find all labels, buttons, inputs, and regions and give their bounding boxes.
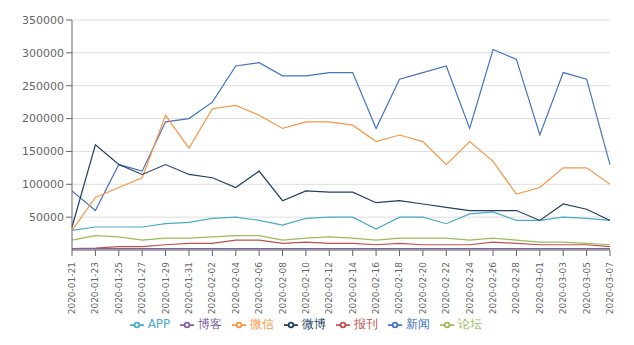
svg-text:2020-03-07: 2020-03-07: [605, 262, 615, 314]
svg-text:2020-03-03: 2020-03-03: [558, 262, 568, 314]
svg-text:2020-02-02: 2020-02-02: [207, 262, 217, 314]
svg-text:2020-01-29: 2020-01-29: [161, 262, 171, 315]
html-text:微信: 微信: [250, 317, 275, 331]
svg-text:150000: 150000: [22, 145, 64, 158]
svg-text:2020-02-14: 2020-02-14: [348, 262, 358, 315]
svg-text:200000: 200000: [22, 112, 64, 125]
svg-text:2020-02-18: 2020-02-18: [394, 262, 404, 315]
html-text:论坛: 论坛: [458, 317, 483, 331]
svg-text:100000: 100000: [22, 178, 64, 191]
svg-text:2020-02-28: 2020-02-28: [511, 262, 521, 315]
html-text:报刊: 报刊: [354, 317, 379, 331]
svg-text:300000: 300000: [22, 47, 64, 60]
html-text:APP: APP: [147, 317, 171, 331]
svg-text:250000: 250000: [22, 80, 64, 93]
svg-text:2020-02-08: 2020-02-08: [278, 262, 288, 315]
html-text:博客: 博客: [198, 317, 223, 331]
svg-text:50000: 50000: [29, 211, 64, 224]
svg-text:2020-02-24: 2020-02-24: [465, 262, 475, 315]
svg-text:2020-01-31: 2020-01-31: [184, 262, 194, 314]
svg-text:2020-03-05: 2020-03-05: [582, 262, 592, 314]
svg-text:2020-02-26: 2020-02-26: [488, 262, 498, 315]
svg-text:2020-02-12: 2020-02-12: [324, 262, 334, 314]
svg-text:350000: 350000: [22, 14, 64, 27]
html-text:新闻: 新闻: [406, 317, 431, 331]
svg-text:2020-01-27: 2020-01-27: [137, 262, 147, 314]
html-text:微博: 微博: [302, 317, 327, 331]
svg-text:2020-01-25: 2020-01-25: [114, 262, 124, 314]
svg-text:2020-01-21: 2020-01-21: [67, 262, 77, 314]
svg-text:2020-02-04: 2020-02-04: [231, 262, 241, 315]
svg-text:2020-02-22: 2020-02-22: [441, 262, 451, 314]
svg-text:2020-02-16: 2020-02-16: [371, 262, 381, 315]
svg-text:2020-02-10: 2020-02-10: [301, 262, 311, 315]
svg-text:2020-03-01: 2020-03-01: [535, 262, 545, 314]
svg-text:2020-01-23: 2020-01-23: [90, 262, 100, 314]
svg-text:2020-02-20: 2020-02-20: [418, 262, 428, 315]
svg-text:2020-02-06: 2020-02-06: [254, 262, 264, 315]
